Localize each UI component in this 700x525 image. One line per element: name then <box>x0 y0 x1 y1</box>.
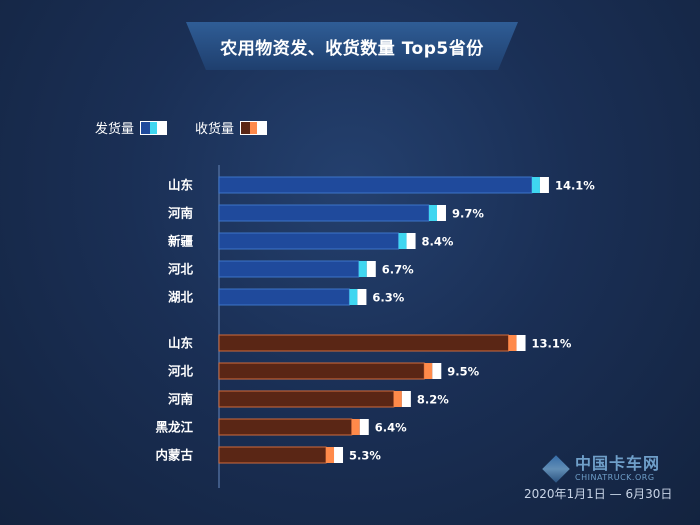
legend-shipment-swatch <box>140 120 168 135</box>
shipment-bar <box>218 288 350 306</box>
shipment-bar-accent <box>428 205 437 221</box>
receipt-bar-end <box>401 391 411 407</box>
shipment-bar-end <box>406 233 416 249</box>
chart-title: 农用物资发、收货数量 Top5省份 <box>186 22 518 70</box>
shipment-value-label: 14.1% <box>555 179 595 193</box>
shipment-bar-end <box>436 205 446 221</box>
receipt-category-label: 山东 <box>168 336 194 351</box>
receipt-bar-accent <box>424 363 433 379</box>
receipt-value-label: 13.1% <box>532 337 572 351</box>
receipt-bar <box>218 390 395 408</box>
receipt-category-label: 河南 <box>168 392 194 407</box>
shipment-bar-accent <box>358 261 367 277</box>
receipt-category-label: 黑龙江 <box>155 420 193 435</box>
receipt-bar-accent <box>326 447 335 463</box>
shipment-bar-end <box>357 289 367 305</box>
shipment-bar <box>218 260 360 278</box>
legend-shipment: 发货量 <box>95 118 168 137</box>
shipment-value-label: 9.7% <box>452 207 484 221</box>
receipt-bar <box>218 446 327 464</box>
receipt-bar <box>218 362 425 380</box>
shipment-bar-accent <box>349 289 358 305</box>
receipt-value-label: 6.4% <box>375 421 407 435</box>
watermark-cn: 中国卡车网 <box>575 454 661 473</box>
receipt-category-label: 河北 <box>168 364 194 379</box>
watermark-logo: 中国卡车网 CHINATRUCK.ORG <box>542 454 661 483</box>
receipt-value-label: 9.5% <box>447 365 479 379</box>
receipt-bar-end <box>334 447 344 463</box>
receipt-bar-end <box>432 363 442 379</box>
shipment-category-label: 山东 <box>168 178 194 193</box>
date-range: 2020年1月1日 — 6月30日 <box>524 487 673 501</box>
shipment-bar <box>218 204 430 222</box>
receipt-bar <box>218 418 353 436</box>
receipt-bar-accent <box>508 335 517 351</box>
legend-receipt: 收货量 <box>195 118 268 137</box>
legend-receipt-label: 收货量 <box>195 122 235 137</box>
watermark-en: CHINATRUCK.ORG <box>575 473 655 482</box>
shipment-bar <box>218 176 533 194</box>
logo-cube-icon <box>542 455 570 483</box>
shipment-category-label: 新疆 <box>168 234 194 249</box>
shipment-category-label: 河北 <box>168 262 194 277</box>
shipment-value-label: 6.7% <box>382 263 414 277</box>
chart-title-text: 农用物资发、收货数量 Top5省份 <box>220 38 484 59</box>
shipment-bar-end <box>539 177 549 193</box>
legend-receipt-swatch <box>240 120 268 135</box>
receipt-bar-end <box>516 335 526 351</box>
shipment-bar-accent <box>398 233 407 249</box>
shipment-value-label: 6.3% <box>372 291 404 305</box>
shipment-bar-accent <box>531 177 540 193</box>
receipt-value-label: 5.3% <box>349 449 381 463</box>
receipt-bar-accent <box>351 419 360 435</box>
receipt-bar-end <box>359 419 369 435</box>
legend-shipment-label: 发货量 <box>95 122 135 137</box>
shipment-category-label: 湖北 <box>168 290 194 305</box>
receipt-bar-accent <box>393 391 402 407</box>
receipt-bar <box>218 334 510 352</box>
shipment-category-label: 河南 <box>168 206 194 221</box>
shipment-bar <box>218 232 400 250</box>
shipment-bar-end <box>366 261 376 277</box>
shipment-value-label: 8.4% <box>422 235 454 249</box>
receipt-category-label: 内蒙古 <box>155 448 193 463</box>
receipt-value-label: 8.2% <box>417 393 449 407</box>
